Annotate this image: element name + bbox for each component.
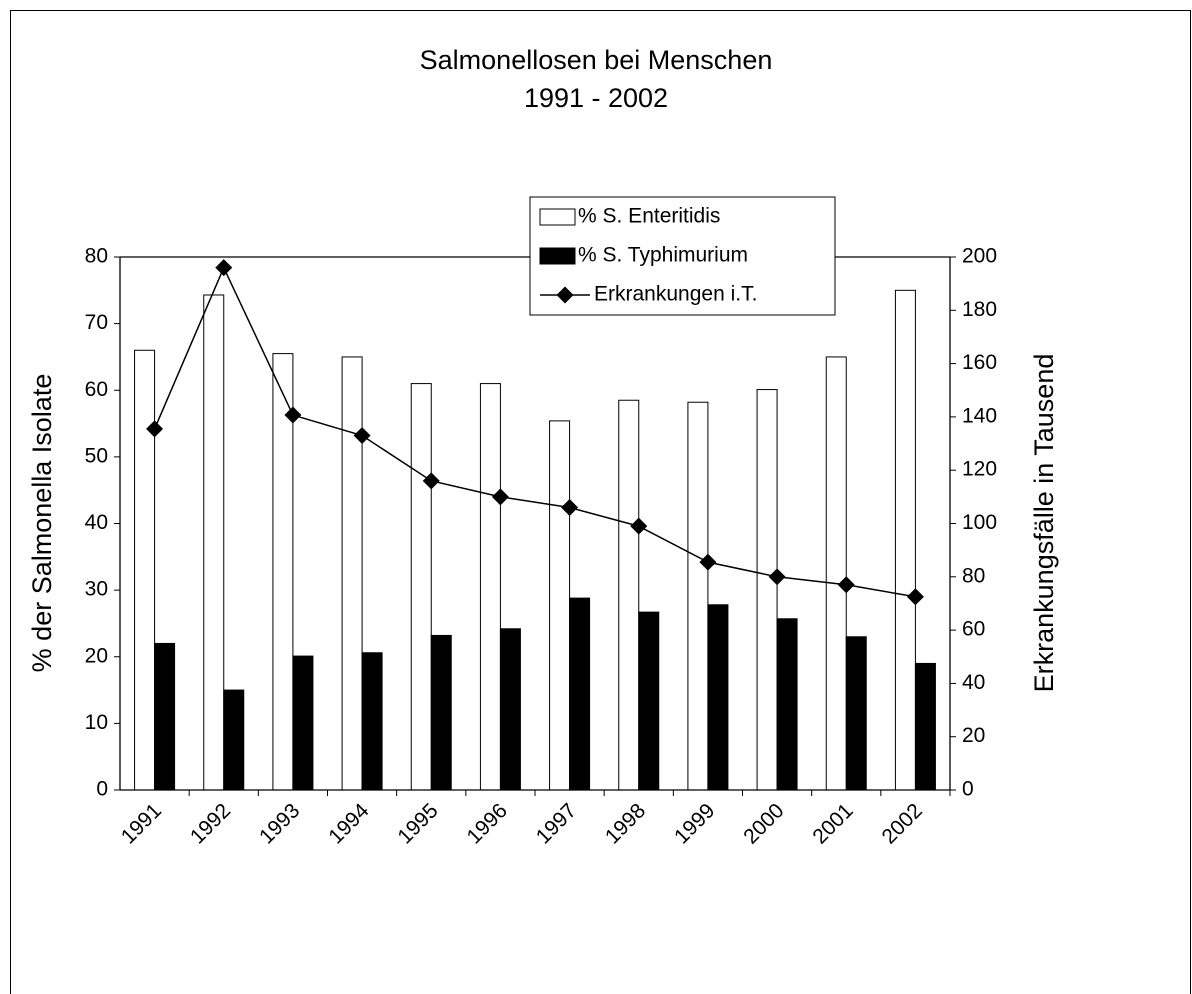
bar	[707, 604, 729, 791]
y-tick-label: 0	[96, 778, 108, 801]
bar	[914, 662, 936, 791]
y2-tick-label: 0	[962, 778, 974, 801]
y-tick-label: 10	[85, 711, 108, 734]
line-marker	[768, 568, 786, 586]
line-marker	[630, 517, 648, 535]
y2-tick-label: 160	[962, 351, 997, 374]
chart-frame	[10, 10, 1191, 994]
y2-tick-label: 180	[962, 298, 997, 321]
line-marker	[215, 259, 233, 277]
y-axis-title: % der Salmonella Isolate	[27, 374, 57, 673]
bar	[894, 289, 916, 791]
bar	[845, 636, 867, 791]
line-marker	[561, 499, 579, 516]
y-tick-label: 80	[85, 245, 108, 268]
bar	[549, 420, 571, 791]
bar	[756, 389, 778, 791]
legend-label: Erkrankungen i.T.	[594, 283, 757, 306]
bar	[203, 294, 225, 791]
bar	[776, 618, 798, 791]
line-marker	[491, 488, 509, 506]
bar	[223, 689, 245, 791]
line-marker	[837, 576, 855, 594]
y-tick-label: 40	[85, 511, 108, 534]
bar	[687, 401, 709, 791]
bar	[134, 349, 156, 791]
bar	[825, 356, 847, 791]
y2-tick-label: 60	[962, 618, 985, 641]
y2-tick-label: 120	[962, 458, 997, 481]
y2-tick-label: 80	[962, 564, 985, 587]
y2-tick-label: 20	[962, 724, 985, 747]
y2-tick-label: 140	[962, 404, 997, 427]
y2-axis-title: Erkrankungsfälle in Tausend	[1029, 354, 1059, 693]
legend-swatch	[539, 247, 576, 265]
line-marker	[699, 553, 717, 571]
bar	[154, 642, 176, 791]
y-tick-label: 60	[85, 378, 108, 401]
line-marker	[284, 406, 302, 424]
bar	[499, 628, 521, 791]
y2-tick-label: 100	[962, 511, 997, 534]
legend-marker	[556, 286, 574, 304]
line-marker	[422, 472, 440, 490]
y-tick-label: 50	[85, 444, 108, 467]
line-marker	[146, 420, 164, 438]
y2-tick-label: 40	[962, 671, 985, 694]
legend-label: % S. Typhimurium	[578, 244, 748, 267]
y-tick-label: 20	[85, 644, 108, 667]
legend-swatch	[539, 208, 576, 226]
y-tick-label: 70	[85, 311, 108, 334]
line	[153, 265, 916, 598]
bar	[479, 383, 501, 791]
bar	[618, 399, 640, 791]
legend-label: % S. Enteritidis	[578, 205, 720, 228]
bar	[569, 597, 591, 791]
bar	[430, 634, 452, 791]
chart-title: Salmonellosen bei Menschen	[420, 45, 773, 75]
line-marker	[353, 427, 371, 445]
bar	[292, 655, 314, 791]
bar	[341, 356, 363, 791]
bar	[638, 611, 660, 791]
bar	[410, 383, 432, 791]
line-marker	[906, 588, 924, 606]
y2-tick-label: 200	[962, 245, 997, 268]
bar	[361, 652, 383, 791]
y-tick-label: 30	[85, 578, 108, 601]
chart-subtitle: 1991 - 2002	[524, 83, 668, 113]
